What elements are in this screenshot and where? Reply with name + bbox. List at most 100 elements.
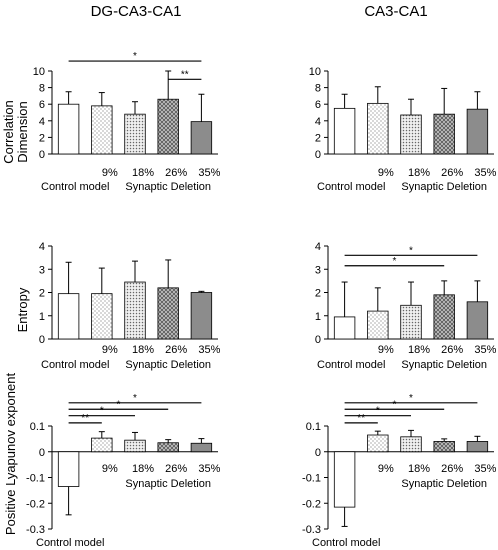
y-tick-label: 1 [315,311,321,323]
x-control-label: Control model [41,181,109,193]
bar-2 [367,102,389,155]
bar-1 [57,451,80,487]
bar-4 [433,294,455,340]
y-tick-label: 0.1 [30,421,45,433]
x-control-label: Control model [317,359,385,371]
row-label-correlation-line2: Dimension [15,101,30,162]
x-group-label: Synaptic Deletion [401,478,487,490]
y-tick-label: 4 [39,241,45,253]
significance-label: * [409,245,413,256]
bar-5 [466,108,489,155]
y-tick-label: 1 [39,311,45,323]
x-tick-label: 9% [378,344,394,356]
y-tick-label: 0 [315,334,321,346]
bar-4 [157,442,179,453]
significance-label: * [100,406,104,417]
x-tick-label: 26% [441,344,463,356]
x-control-label: Control model [36,537,104,549]
y-tick-label: -0.3 [26,524,45,536]
significance-label: ** [81,413,89,424]
significance-label: ** [357,413,365,424]
y-tick-label: 0.1 [306,421,321,433]
significance-label: * [392,399,396,410]
x-group-label: Synaptic Deletion [125,181,211,193]
bar-4 [433,441,455,453]
chart-panel-4: 0 1 2 3 4 9% 18% 26% 35% Synaptic Deletion Control… [315,241,497,371]
y-tick-label: 6 [315,99,321,111]
x-tick-label: 9% [102,463,118,475]
bar-5 [190,121,213,155]
bar-5 [190,292,213,340]
bar-2 [91,105,113,155]
y-tick-label: 2 [315,132,321,144]
chart-panel-2: 0 2 4 6 8 10 9% 18% 26% 35% Synaptic Deletion Contr… [309,66,497,193]
y-tick-label: 2 [39,288,45,300]
y-tick-label: 4 [39,116,45,128]
bar-4 [157,287,179,340]
bar-1 [333,451,356,508]
y-tick-label: 0 [39,447,45,459]
x-tick-label: 9% [102,167,118,179]
x-tick-label: 18% [132,463,154,475]
bar-1 [57,293,80,340]
significance-label: * [392,256,396,267]
x-tick-label: 18% [408,344,430,356]
chart-panel-5: -0.3 -0.2 -0.1 0 0.1 9% 18% 26% 35% Synaptic Dele… [26,393,221,549]
y-tick-label: 2 [315,288,321,300]
bar-3 [400,436,422,453]
y-tick-label: 8 [315,83,321,95]
significance-label: ** [181,69,189,80]
x-tick-label: 26% [441,167,463,179]
y-tick-label: 3 [39,264,45,276]
bar-3 [400,114,422,155]
x-group-label: Synaptic Deletion [125,478,211,490]
bar-5 [190,442,213,453]
bar-3 [400,304,422,340]
y-tick-label: -0.1 [302,473,321,485]
bar-2 [367,310,389,340]
x-tick-label: 35% [198,463,220,475]
significance-label: * [133,393,137,404]
y-tick-label: -0.2 [302,498,321,510]
x-tick-label: 18% [408,167,430,179]
row-label-lyapunov: Positive Lyapunov exponent [3,373,18,536]
bar-3 [124,113,146,155]
y-tick-label: 0 [315,447,321,459]
bar-1 [333,107,356,155]
bar-3 [124,281,146,340]
bar-3 [124,439,146,453]
y-tick-label: 0 [39,149,45,161]
x-tick-label: 18% [132,167,154,179]
x-tick-label: 9% [378,167,394,179]
bar-4 [433,113,455,155]
column-title-right: CA3-CA1 [364,3,427,20]
row-label-correlation-dimension: Correlation Dimension [1,100,30,164]
y-tick-label: -0.3 [302,524,321,536]
y-tick-label: -0.2 [26,498,45,510]
x-group-label: Synaptic Deletion [125,359,211,371]
chart-panel-6: -0.3 -0.2 -0.1 0 0.1 9% 18% 26% 35% Synaptic Dele… [302,393,497,549]
y-tick-label: 0 [39,334,45,346]
bar-5 [466,441,489,453]
bar-1 [333,316,356,340]
x-tick-label: 9% [102,344,118,356]
x-control-label: Control model [312,537,380,549]
x-control-label: Control model [317,181,385,193]
row-label-entropy: Entropy [15,287,30,332]
significance-label: * [409,393,413,404]
x-tick-label: 35% [474,463,496,475]
y-tick-label: 6 [39,99,45,111]
x-tick-label: 18% [408,463,430,475]
y-tick-label: 8 [39,83,45,95]
x-tick-label: 35% [198,167,220,179]
row-label-correlation-line1: Correlation [1,100,16,164]
significance-label: * [133,51,137,62]
y-tick-label: 10 [33,66,45,78]
x-tick-label: 35% [474,344,496,356]
bar-5 [466,301,489,340]
x-tick-label: 26% [165,344,187,356]
x-tick-label: 18% [132,344,154,356]
x-tick-label: 26% [441,463,463,475]
